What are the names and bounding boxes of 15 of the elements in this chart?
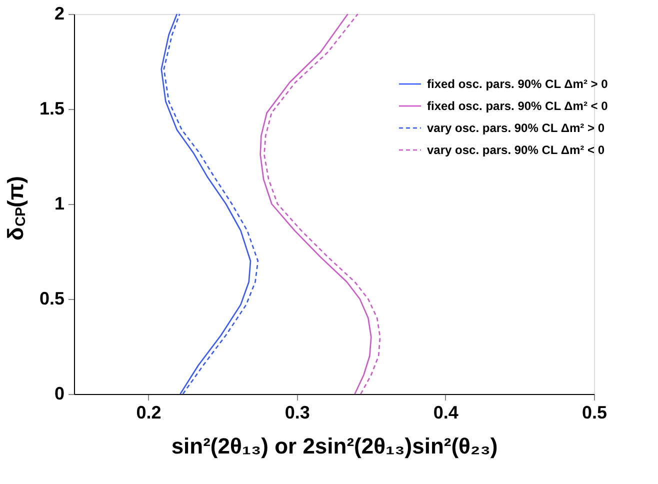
y-tick-label: 0.5 bbox=[39, 288, 64, 308]
legend-label: fixed osc. pars. 90% CL Δm² < 0 bbox=[427, 99, 608, 113]
x-axis-title: sin²(2θ₁₃) or 2sin²(2θ₁₃)sin²(θ₂₃) bbox=[171, 434, 498, 458]
x-tick-label: 0.2 bbox=[136, 402, 162, 422]
y-tick-label: 1.5 bbox=[39, 98, 64, 118]
y-tick-label: 2 bbox=[54, 4, 64, 24]
y-tick-label: 1 bbox=[54, 194, 64, 214]
legend-label: vary osc. pars. 90% CL Δm² > 0 bbox=[427, 121, 605, 135]
x-tick-label: 0.3 bbox=[284, 402, 310, 422]
x-tick-label: 0.5 bbox=[582, 402, 608, 422]
y-tick-label: 0 bbox=[54, 384, 64, 404]
legend-label: fixed osc. pars. 90% CL Δm² > 0 bbox=[427, 77, 608, 91]
legend-label: vary osc. pars. 90% CL Δm² < 0 bbox=[427, 143, 605, 157]
y-axis-title: δCP(π) bbox=[3, 176, 28, 240]
x-tick-label: 0.4 bbox=[433, 402, 458, 422]
